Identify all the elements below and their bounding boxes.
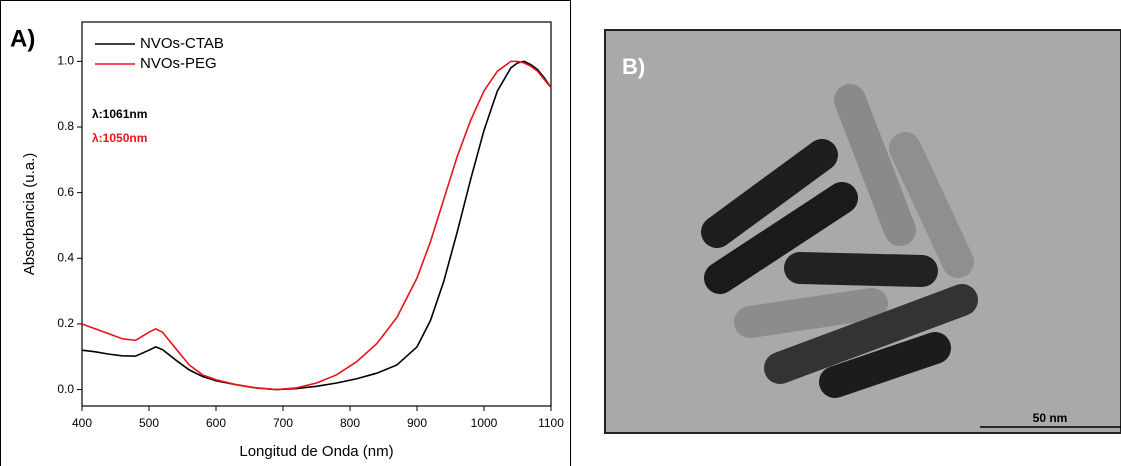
y-tick-label: 1.0 — [57, 54, 74, 68]
panel-a-frame — [0, 0, 571, 466]
annotation: λ:1061nm — [92, 107, 147, 121]
plot: 400 500 600 700 800 900 1000 1100 0.0 0.2 0.4 0.6 0.… — [21, 21, 564, 460]
rod — [734, 288, 888, 338]
y-tick-label: 0.8 — [57, 119, 74, 133]
series-line — [81, 60, 552, 391]
rod — [784, 252, 938, 287]
x-axis-title: Longitud de Onda (nm) — [239, 443, 393, 460]
x-tick-label: 1000 — [471, 416, 498, 430]
rod — [764, 284, 978, 384]
nanorods — [701, 84, 978, 398]
panel-label: A) — [10, 25, 35, 52]
series-line — [81, 60, 552, 391]
y-tick-label: 0.6 — [57, 185, 74, 199]
x-tick-label: 800 — [340, 416, 360, 430]
panel-label: B) — [622, 54, 645, 79]
x-tick-label: 400 — [72, 416, 92, 430]
x-tick-label: 600 — [206, 416, 226, 430]
y-axis-title: Absorbancia (u.a.) — [21, 153, 38, 276]
x-tick-label: 1100 — [538, 416, 564, 430]
tem-image: B) 50 nm — [604, 29, 1121, 434]
y-tick-label: 0.4 — [57, 250, 74, 264]
rod — [889, 132, 974, 278]
rod — [704, 182, 858, 294]
y-tick-label: 0.0 — [57, 382, 74, 396]
rod — [834, 84, 916, 246]
rod — [819, 332, 951, 398]
scale-bar-label: 50 nm — [1033, 411, 1068, 425]
legend-label: NVOs-PEG — [140, 55, 217, 72]
rod — [701, 139, 838, 248]
x-tick-label: 900 — [407, 416, 427, 430]
y-tick-label: 0.2 — [57, 316, 74, 330]
x-tick-label: 700 — [273, 416, 293, 430]
legend-label: NVOs-CTAB — [140, 35, 224, 52]
plot-frame — [81, 21, 552, 407]
x-tick-label: 500 — [139, 416, 159, 430]
annotation: λ:1050nm — [92, 131, 147, 145]
